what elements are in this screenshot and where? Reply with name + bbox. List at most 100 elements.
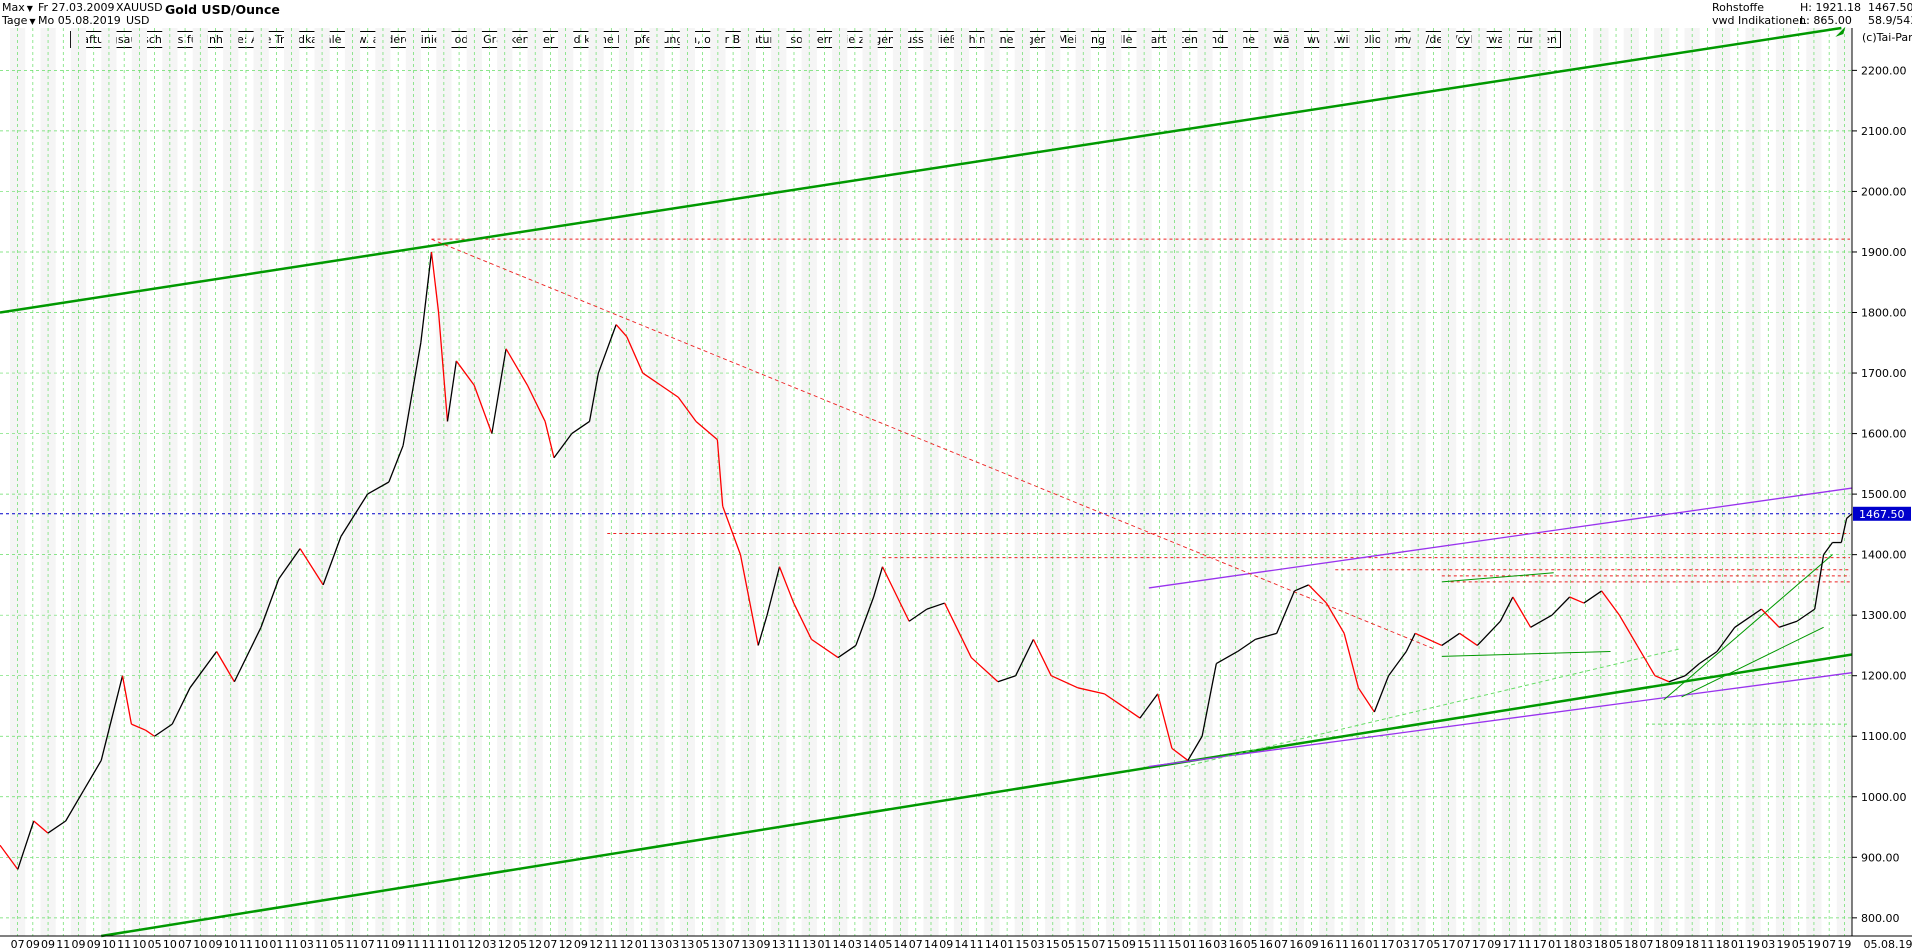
price-segment <box>757 614 768 646</box>
x-tick-label: 01 <box>635 938 649 951</box>
price-segment <box>855 596 875 646</box>
price-segment <box>1441 632 1460 646</box>
x-tick-label: 09 <box>574 938 588 951</box>
price-segment <box>340 493 369 537</box>
x-tick-label: 11 <box>376 938 390 951</box>
x-tick-label: 12 <box>467 938 481 951</box>
price-segment <box>47 820 67 834</box>
x-tick-label: 03 <box>848 938 862 951</box>
category-label: Rohstoffe <box>1712 1 1764 14</box>
price-segment <box>154 723 173 737</box>
x-tick-label: 15 <box>1015 938 1029 951</box>
x-tick-label: 01 <box>817 938 831 951</box>
x-tick-label: 03 <box>1213 938 1227 951</box>
price-segment <box>926 602 945 610</box>
y-tick-label: 800.00 <box>1861 912 1900 925</box>
bg-stripe <box>1258 28 1274 936</box>
price-segment <box>1618 614 1638 646</box>
price-segment <box>1684 663 1700 677</box>
x-tick-label: 13 <box>650 938 664 951</box>
y-tick-label: 1400.00 <box>1861 549 1907 562</box>
bg-stripe <box>771 28 787 936</box>
x-tick-label: 18 <box>1563 938 1577 951</box>
last-price-marker: 1467.50 <box>1853 506 1911 521</box>
bg-stripe <box>1836 28 1852 936</box>
price-segment <box>1601 590 1620 616</box>
x-tick-label: 16 <box>1198 938 1212 951</box>
range-select[interactable]: Max ▼ <box>2 1 33 15</box>
x-tick-label: 09 <box>391 938 405 951</box>
x-tick-label: 11 <box>117 938 131 951</box>
x-tick-label: 17 <box>1533 938 1547 951</box>
price-segment <box>216 651 235 683</box>
price-segment <box>1294 584 1309 592</box>
x-tick-label: 07 <box>909 938 923 951</box>
price-segment <box>1171 747 1189 761</box>
x-tick-label: 05 <box>330 938 344 951</box>
x-tick-label: 12 <box>589 938 603 951</box>
bg-stripe <box>1501 28 1518 936</box>
bg-stripe <box>1623 28 1639 936</box>
x-tick-label: 17 <box>1472 938 1486 951</box>
price-segment <box>1778 620 1798 628</box>
x-tick-label: 09 <box>939 938 953 951</box>
price-series <box>0 251 1853 870</box>
bg-stripe <box>527 28 543 936</box>
price-segment <box>642 372 661 386</box>
x-tick-label: 01 <box>1000 938 1014 951</box>
price-segment <box>1276 590 1296 634</box>
bg-stripe <box>1319 28 1335 936</box>
x-tick-label: 09 <box>1122 938 1136 951</box>
currency-label: USD <box>126 14 150 27</box>
bg-stripe <box>497 28 513 936</box>
bg-stripe <box>10 28 26 936</box>
price-segment <box>1201 663 1217 737</box>
x-tick-label: 05 <box>513 938 527 951</box>
x-tick-label: 05 <box>148 938 162 951</box>
bg-stripe <box>314 28 330 936</box>
axes <box>0 28 1912 937</box>
trendline <box>1681 626 1824 698</box>
copyright-label: (c)Tai-Pan <box>1862 31 1912 44</box>
bg-stripe <box>436 28 452 936</box>
symbol-label: XAUUSD <box>116 1 163 14</box>
bg-stripe <box>953 28 970 936</box>
x-tick-label: 18 <box>1594 938 1608 951</box>
bg-stripe <box>1775 28 1792 936</box>
x-tick-label: 09 <box>1487 938 1501 951</box>
bg-stripe <box>344 28 361 936</box>
price-segment <box>811 638 839 659</box>
trendlines <box>0 26 1853 938</box>
trendline <box>101 653 1853 938</box>
trendline <box>1441 650 1611 657</box>
x-tick-label: 17 <box>1502 938 1516 951</box>
bg-stripe <box>1136 28 1152 936</box>
x-tick-label: 16 <box>1350 938 1364 951</box>
x-tick-label: 12 <box>559 938 573 951</box>
x-tick-label: 10 <box>163 938 177 951</box>
provider-label: vwd Indikationen <box>1712 14 1806 27</box>
price-segment <box>553 433 573 459</box>
bg-stripe <box>223 28 239 936</box>
bg-stripe <box>1045 28 1061 936</box>
interval-label: Tage <box>2 14 28 27</box>
price-segment <box>491 348 507 434</box>
price-segment <box>1077 687 1105 695</box>
bg-stripe <box>131 28 148 936</box>
price-segment <box>1373 675 1390 713</box>
y-tick-label: 1800.00 <box>1861 307 1907 320</box>
price-segment <box>1716 626 1736 652</box>
price-segment <box>1139 693 1159 719</box>
bg-stripe <box>1197 28 1213 936</box>
bg-stripe <box>1806 28 1822 936</box>
bg-stripe <box>1075 28 1091 936</box>
interval-select[interactable]: Tage ▼ <box>2 14 36 28</box>
price-segment <box>1388 651 1407 677</box>
price-segment <box>233 626 262 683</box>
price-segment <box>1255 632 1277 641</box>
price-segment <box>121 675 133 725</box>
x-tick-label: 05 <box>1244 938 1258 951</box>
x-tick-label: 16 <box>1289 938 1303 951</box>
price-segment <box>908 608 928 622</box>
